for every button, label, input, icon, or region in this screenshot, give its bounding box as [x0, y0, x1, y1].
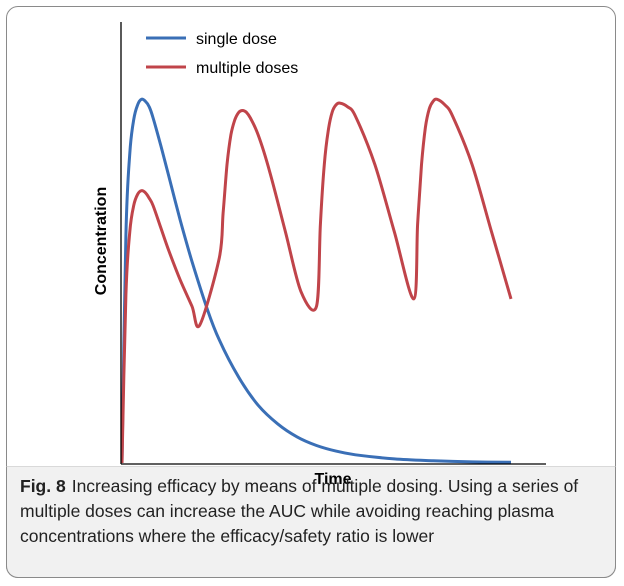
caption-text: Increasing efficacy by means of multiple…	[20, 476, 579, 546]
plot-lines	[120, 97, 513, 464]
legend: single dose multiple doses	[146, 31, 298, 77]
legend-label-multiple-doses: multiple doses	[196, 60, 298, 77]
caption-label: Fig. 8	[20, 476, 66, 496]
y-axis-title: Concentration	[93, 187, 110, 295]
series-line-single-dose	[120, 97, 512, 464]
caption-background	[6, 466, 616, 578]
x-axis-title: Time	[314, 471, 351, 488]
figure-caption: Fig. 8 Increasing efficacy by means of mu…	[20, 474, 606, 549]
series-line-multiple-doses	[120, 97, 513, 464]
legend-label-single-dose: single dose	[196, 31, 277, 48]
